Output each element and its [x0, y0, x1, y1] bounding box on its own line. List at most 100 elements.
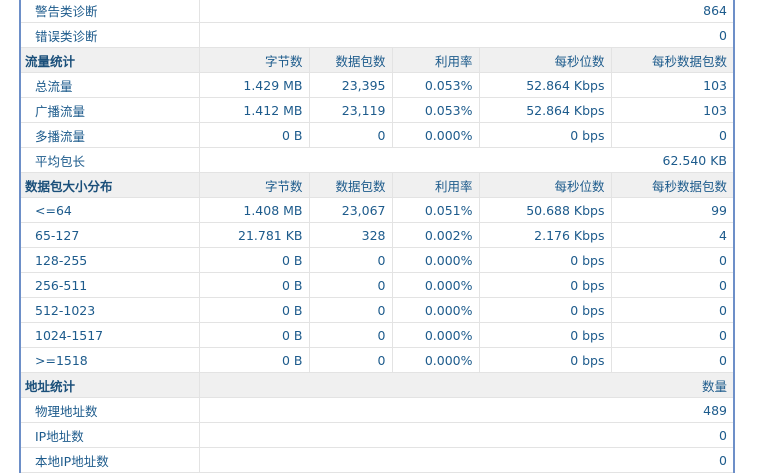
row-label: 错误类诊断: [21, 22, 200, 48]
column-header-packets: 数据包数: [309, 47, 393, 73]
row-label: IP地址数: [21, 422, 200, 448]
cell-bytes: 1.408 MB: [199, 197, 310, 223]
cell-bits-per-sec: 52.864 Kbps: [479, 72, 612, 98]
cell-packets: 23,067: [309, 197, 393, 223]
cell-packets: 0: [309, 322, 393, 348]
row-label: 平均包长: [21, 147, 200, 173]
column-header-bytes: 字节数: [199, 172, 310, 198]
table-row: 1024-1517 0 B 0 0.000% 0 bps 0: [21, 322, 733, 348]
table-row: 256-511 0 B 0 0.000% 0 bps 0: [21, 272, 733, 298]
row-label: 多播流量: [21, 122, 200, 148]
cell-bytes: 0 B: [199, 322, 310, 348]
cell-bytes: 1.412 MB: [199, 97, 310, 123]
cell-packets-per-sec: 99: [611, 197, 733, 223]
table-row: 多播流量 0 B 0 0.000% 0 bps 0: [21, 122, 733, 148]
cell-packets-per-sec: 0: [611, 297, 733, 323]
row-value: 864: [199, 0, 733, 23]
cell-utilization: 0.051%: [392, 197, 480, 223]
cell-utilization: 0.053%: [392, 97, 480, 123]
column-header-bytes: 字节数: [199, 47, 310, 73]
cell-bits-per-sec: 0 bps: [479, 322, 612, 348]
row-label: 本地IP地址数: [21, 447, 200, 473]
statistics-table: 警告类诊断 864 错误类诊断 0 流量统计 字节数 数据包数 利用率 每秒位数 每秒数据包数 总流…: [21, 0, 733, 473]
row-value: 489: [199, 397, 733, 423]
row-label: 总流量: [21, 72, 200, 98]
row-label: 128-255: [21, 247, 200, 273]
table-row: IP地址数 0: [21, 422, 733, 448]
cell-bytes: 0 B: [199, 272, 310, 298]
row-value: 62.540 KB: [199, 147, 733, 173]
table-row: 物理地址数 489: [21, 397, 733, 423]
cell-bits-per-sec: 0 bps: [479, 347, 612, 373]
table-row: >=1518 0 B 0 0.000% 0 bps 0: [21, 347, 733, 373]
table-row: 65-127 21.781 KB 328 0.002% 2.176 Kbps 4: [21, 222, 733, 248]
row-label: 广播流量: [21, 97, 200, 123]
statistics-panel: 警告类诊断 864 错误类诊断 0 流量统计 字节数 数据包数 利用率 每秒位数 每秒数据包数 总流…: [19, 0, 735, 473]
table-row: 本地IP地址数 0: [21, 447, 733, 473]
row-label: 警告类诊断: [21, 0, 200, 23]
cell-bytes: 0 B: [199, 297, 310, 323]
cell-packets-per-sec: 103: [611, 72, 733, 98]
cell-utilization: 0.000%: [392, 122, 480, 148]
cell-utilization: 0.002%: [392, 222, 480, 248]
section-header-row: 地址统计 数量: [21, 372, 733, 398]
cell-utilization: 0.000%: [392, 247, 480, 273]
cell-bytes: 1.429 MB: [199, 72, 310, 98]
cell-bytes: 21.781 KB: [199, 222, 310, 248]
cell-packets: 23,395: [309, 72, 393, 98]
cell-bits-per-sec: 0 bps: [479, 272, 612, 298]
row-label: 65-127: [21, 222, 200, 248]
cell-packets-per-sec: 0: [611, 347, 733, 373]
cell-bits-per-sec: 52.864 Kbps: [479, 97, 612, 123]
cell-packets-per-sec: 0: [611, 322, 733, 348]
cell-packets-per-sec: 103: [611, 97, 733, 123]
section-header-row: 流量统计 字节数 数据包数 利用率 每秒位数 每秒数据包数: [21, 47, 733, 73]
cell-packets: 0: [309, 247, 393, 273]
row-label: 地址统计: [21, 372, 200, 398]
row-label: 数据包大小分布: [21, 172, 200, 198]
table-row: 平均包长 62.540 KB: [21, 147, 733, 173]
cell-utilization: 0.000%: [392, 297, 480, 323]
table-row: 512-1023 0 B 0 0.000% 0 bps 0: [21, 297, 733, 323]
cell-bits-per-sec: 0 bps: [479, 122, 612, 148]
row-label: 512-1023: [21, 297, 200, 323]
cell-packets-per-sec: 0: [611, 122, 733, 148]
cell-utilization: 0.000%: [392, 272, 480, 298]
column-header-packets-per-sec: 每秒数据包数: [611, 47, 733, 73]
section-header-row: 数据包大小分布 字节数 数据包数 利用率 每秒位数 每秒数据包数: [21, 172, 733, 198]
table-row: <=64 1.408 MB 23,067 0.051% 50.688 Kbps 99: [21, 197, 733, 223]
table-row: 广播流量 1.412 MB 23,119 0.053% 52.864 Kbps 103: [21, 97, 733, 123]
column-header-packets: 数据包数: [309, 172, 393, 198]
row-value: 0: [199, 422, 733, 448]
table-row: 错误类诊断 0: [21, 22, 733, 48]
cell-bytes: 0 B: [199, 347, 310, 373]
row-label: 1024-1517: [21, 322, 200, 348]
cell-utilization: 0.000%: [392, 347, 480, 373]
row-value: 0: [199, 22, 733, 48]
cell-packets-per-sec: 0: [611, 247, 733, 273]
cell-bits-per-sec: 50.688 Kbps: [479, 197, 612, 223]
cell-packets-per-sec: 0: [611, 272, 733, 298]
row-label: 流量统计: [21, 47, 200, 73]
cell-packets-per-sec: 4: [611, 222, 733, 248]
cell-utilization: 0.000%: [392, 322, 480, 348]
column-header-utilization: 利用率: [392, 172, 480, 198]
table-row: 警告类诊断 864: [21, 0, 733, 23]
cell-packets: 23,119: [309, 97, 393, 123]
cell-utilization: 0.053%: [392, 72, 480, 98]
cell-packets: 0: [309, 297, 393, 323]
cell-bits-per-sec: 2.176 Kbps: [479, 222, 612, 248]
cell-bytes: 0 B: [199, 247, 310, 273]
table-row: 总流量 1.429 MB 23,395 0.053% 52.864 Kbps 103: [21, 72, 733, 98]
table-row: 128-255 0 B 0 0.000% 0 bps 0: [21, 247, 733, 273]
column-header-bits-per-sec: 每秒位数: [479, 172, 612, 198]
cell-packets: 328: [309, 222, 393, 248]
row-label: >=1518: [21, 347, 200, 373]
column-header-utilization: 利用率: [392, 47, 480, 73]
cell-packets: 0: [309, 347, 393, 373]
row-label: 物理地址数: [21, 397, 200, 423]
column-header-packets-per-sec: 每秒数据包数: [611, 172, 733, 198]
cell-bytes: 0 B: [199, 122, 310, 148]
cell-bits-per-sec: 0 bps: [479, 247, 612, 273]
cell-bits-per-sec: 0 bps: [479, 297, 612, 323]
